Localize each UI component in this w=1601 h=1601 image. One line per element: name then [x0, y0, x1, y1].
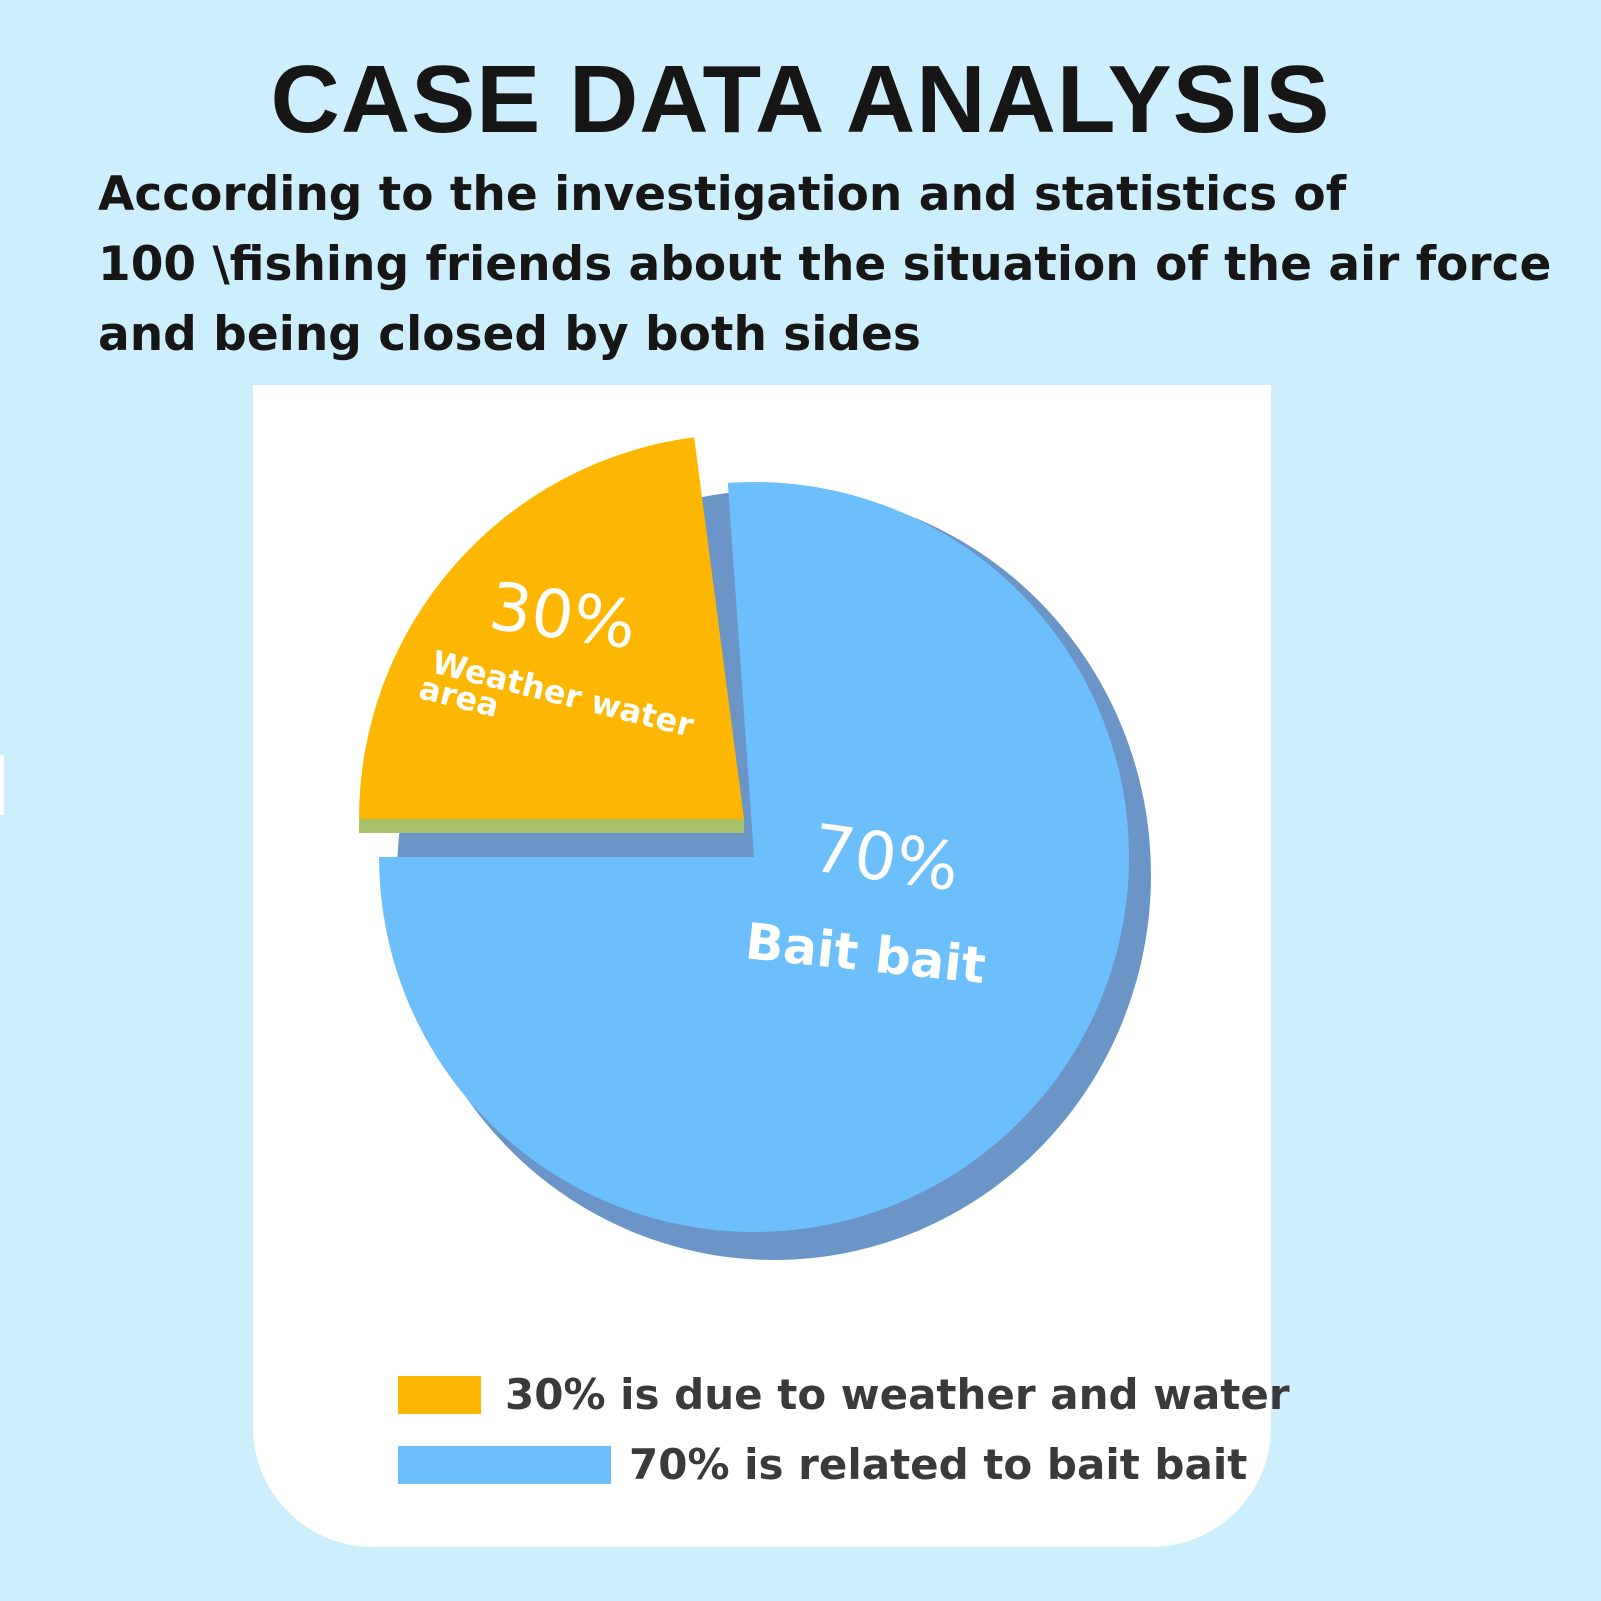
- legend-item-weather: 30% is due to weather and water: [398, 1370, 1290, 1419]
- legend-swatch-bait: [398, 1445, 611, 1484]
- legend-swatch-weather: [398, 1375, 481, 1414]
- pie-slice-weather: [358, 437, 744, 819]
- legend-label-weather: 30% is due to weather and water: [505, 1370, 1290, 1419]
- page-title: CASE DATA ANALYSIS: [270, 46, 1331, 153]
- edge-mark: [0, 755, 4, 815]
- pie-slice-bait: [379, 482, 1129, 1232]
- legend-item-bait: 70% is related to bait bait: [398, 1440, 1247, 1489]
- subtitle-line-1: According to the investigation and stati…: [98, 167, 1347, 222]
- legend-label-bait: 70% is related to bait bait: [629, 1440, 1248, 1489]
- subtitle-line-2: 100 \fishing friends about the situation…: [98, 237, 1552, 292]
- pie-slice-weather-side: [359, 819, 744, 833]
- subtitle-line-3: and being closed by both sides: [98, 307, 921, 362]
- subtitle: According to the investigation and stati…: [98, 160, 1578, 370]
